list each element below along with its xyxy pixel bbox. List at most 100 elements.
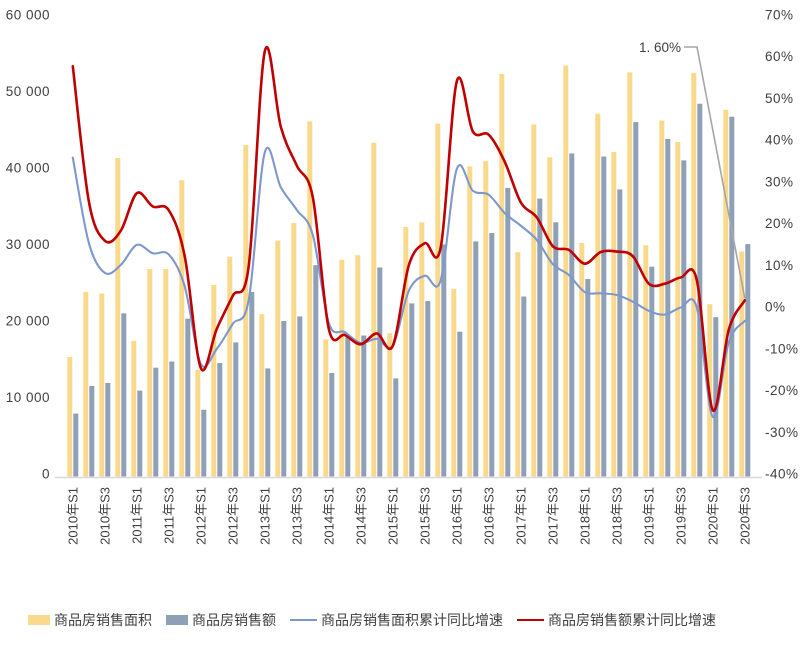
legend-label-sales-area: 商品房销售面积 bbox=[54, 612, 152, 628]
bar bbox=[403, 226, 409, 477]
bar bbox=[153, 367, 159, 477]
bar bbox=[371, 142, 377, 477]
bar bbox=[729, 116, 735, 477]
legend-item-amount-growth: 商品房销售额累计同比增速 bbox=[517, 610, 716, 630]
bar bbox=[547, 157, 553, 477]
bar bbox=[147, 268, 153, 477]
svg-text:2014年S1: 2014年S1 bbox=[321, 487, 336, 545]
svg-text:20 000: 20 000 bbox=[6, 314, 50, 329]
bar bbox=[73, 413, 79, 477]
bar bbox=[713, 317, 719, 477]
bar bbox=[499, 73, 505, 477]
bars-sales-amount bbox=[73, 103, 751, 477]
bar bbox=[515, 252, 521, 477]
bar bbox=[329, 373, 335, 477]
bar bbox=[313, 265, 319, 477]
svg-text:2012年S3: 2012年S3 bbox=[225, 487, 240, 545]
svg-text:2011年S3: 2011年S3 bbox=[161, 487, 176, 544]
svg-text:60 000: 60 000 bbox=[6, 8, 50, 23]
svg-text:2018年S3: 2018年S3 bbox=[609, 487, 624, 545]
bar bbox=[649, 266, 655, 477]
legend-label-amount-growth: 商品房销售额累计同比增速 bbox=[548, 612, 716, 628]
bar bbox=[83, 291, 89, 477]
bar bbox=[745, 244, 751, 477]
bar bbox=[163, 268, 169, 477]
legend-item-sales-area: 商品房销售面积 bbox=[28, 610, 152, 630]
legend-item-area-growth: 商品房销售面积累计同比增速 bbox=[290, 610, 503, 630]
svg-text:-40%: -40% bbox=[765, 467, 799, 482]
svg-text:2010年S1: 2010年S1 bbox=[65, 487, 80, 545]
svg-text:2016年S3: 2016年S3 bbox=[481, 487, 496, 545]
svg-text:2019年S1: 2019年S1 bbox=[641, 487, 656, 545]
svg-text:2012年S1: 2012年S1 bbox=[193, 487, 208, 545]
bar bbox=[723, 109, 729, 477]
bar bbox=[393, 378, 399, 477]
y-axis-left-labels: 0 10 000 20 000 30 000 40 000 50 000 60 000 bbox=[6, 8, 50, 482]
bar bbox=[185, 318, 191, 477]
bar bbox=[681, 160, 687, 477]
bar bbox=[611, 151, 617, 477]
svg-text:2020年S3: 2020年S3 bbox=[737, 487, 752, 545]
svg-text:0%: 0% bbox=[765, 300, 786, 315]
svg-text:-10%: -10% bbox=[765, 341, 799, 356]
bar bbox=[451, 288, 457, 477]
svg-text:50 000: 50 000 bbox=[6, 84, 50, 99]
svg-text:2015年S1: 2015年S1 bbox=[385, 487, 400, 545]
bar bbox=[217, 363, 223, 477]
legend-label-area-growth: 商品房销售面积累计同比增速 bbox=[321, 612, 503, 628]
bar bbox=[665, 138, 671, 477]
bar bbox=[435, 123, 441, 477]
annotation-callout: 1. 60% bbox=[639, 40, 746, 299]
svg-text:2013年S3: 2013年S3 bbox=[289, 487, 304, 545]
bar bbox=[377, 267, 383, 477]
bar bbox=[691, 73, 697, 477]
bar bbox=[67, 356, 73, 477]
bar bbox=[425, 301, 431, 477]
bar bbox=[617, 189, 623, 477]
svg-text:2020年S1: 2020年S1 bbox=[705, 487, 720, 545]
bar bbox=[505, 187, 511, 477]
line-sales-amount-growth bbox=[71, 46, 747, 412]
svg-text:2018年S1: 2018年S1 bbox=[577, 487, 592, 545]
svg-text:10 000: 10 000 bbox=[6, 390, 50, 405]
bar bbox=[355, 255, 361, 477]
bar bbox=[323, 339, 329, 477]
bar bbox=[531, 124, 537, 477]
bar bbox=[739, 251, 745, 477]
bar bbox=[659, 120, 665, 477]
bar bbox=[483, 161, 489, 477]
bar bbox=[115, 158, 121, 477]
bar bbox=[265, 368, 271, 477]
bar bbox=[467, 166, 473, 477]
svg-text:40%: 40% bbox=[765, 133, 794, 148]
bar bbox=[121, 313, 127, 477]
bar bbox=[441, 244, 447, 477]
bar bbox=[179, 180, 185, 477]
bar bbox=[169, 361, 175, 477]
legend-swatch-sales-amount bbox=[166, 615, 188, 625]
svg-text:70%: 70% bbox=[765, 8, 794, 23]
bar bbox=[259, 314, 265, 477]
svg-text:-30%: -30% bbox=[765, 425, 799, 440]
chart-legend: 商品房销售面积 商品房销售额 商品房销售面积累计同比增速 商品房销售额累计同比增… bbox=[28, 610, 716, 630]
x-axis-labels: 2010年S1 2010年S3 2011年S1 2011年S3 2012年S1 2012年… bbox=[65, 487, 752, 545]
svg-text:50%: 50% bbox=[765, 91, 794, 106]
svg-text:2017年S1: 2017年S1 bbox=[513, 487, 528, 545]
bar bbox=[489, 233, 495, 477]
y-axis-right-labels: -40% -30% -20% -10% 0% 10% 20% 30% 40% 50% 60% 70% bbox=[765, 8, 799, 482]
bar bbox=[521, 296, 527, 477]
bar bbox=[345, 337, 351, 477]
bar bbox=[233, 342, 239, 477]
bar bbox=[137, 390, 143, 477]
svg-text:30%: 30% bbox=[765, 174, 794, 189]
svg-text:2016年S1: 2016年S1 bbox=[449, 487, 464, 545]
bar bbox=[249, 291, 255, 477]
bar bbox=[361, 335, 367, 477]
bar bbox=[281, 321, 287, 477]
bar bbox=[387, 333, 393, 477]
svg-text:-20%: -20% bbox=[765, 383, 799, 398]
annotation-leader-line bbox=[684, 46, 746, 299]
bar bbox=[131, 340, 137, 477]
